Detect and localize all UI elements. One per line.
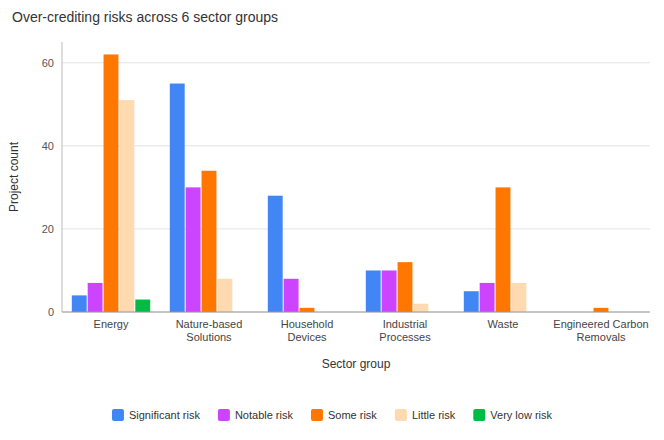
- bar: [135, 300, 150, 312]
- x-tick-label-line: Engineered Carbon: [553, 318, 648, 330]
- bar: [382, 270, 397, 312]
- bar: [366, 270, 381, 312]
- bar: [72, 295, 87, 312]
- grid: [62, 63, 650, 312]
- grid-line: [62, 312, 650, 313]
- legend-swatch: [218, 409, 230, 421]
- legend: Significant risk Notable risk Some risk Lit…: [112, 409, 553, 421]
- legend-item: Little risk: [395, 409, 456, 421]
- x-tick-label-line: Waste: [488, 318, 519, 330]
- legend-swatch: [311, 409, 323, 421]
- x-tick-label: Nature-basedSolutions: [176, 318, 243, 343]
- y-tick-label: 60: [42, 57, 54, 69]
- x-tick-label: Waste: [488, 318, 519, 330]
- y-axis-label: Project count: [7, 141, 21, 212]
- y-tick-label: 20: [42, 223, 54, 235]
- bar: [496, 187, 511, 312]
- chart-title: Over-crediting risks across 6 sector gro…: [12, 9, 278, 25]
- grid-line: [62, 62, 650, 63]
- bar: [268, 196, 283, 312]
- bar: [202, 171, 217, 312]
- y-tick-label: 0: [48, 306, 54, 318]
- legend-swatch: [395, 409, 407, 421]
- legend-label: Little risk: [412, 409, 456, 421]
- x-tick-label-line: Removals: [577, 331, 626, 343]
- legend-label: Very low risk: [490, 409, 552, 421]
- legend-label: Some risk: [328, 409, 377, 421]
- x-tick-label-line: Nature-based: [176, 318, 243, 330]
- legend-item: Some risk: [311, 409, 377, 421]
- bar: [186, 187, 201, 312]
- bar: [594, 308, 609, 312]
- bar: [480, 283, 495, 312]
- x-tick-label-line: Solutions: [186, 331, 232, 343]
- legend-label: Significant risk: [129, 409, 200, 421]
- bar: [170, 84, 185, 312]
- grid-line: [62, 145, 650, 146]
- legend-label: Notable risk: [235, 409, 294, 421]
- x-tick-label-line: Energy: [94, 318, 129, 330]
- grid-line: [62, 228, 650, 229]
- chart-svg: Over-crediting risks across 6 sector gro…: [0, 0, 664, 440]
- y-axis-line: [62, 42, 63, 312]
- bar: [413, 304, 428, 312]
- x-tick-label: IndustrialProcesses: [379, 318, 431, 343]
- x-tick-label-line: Industrial: [383, 318, 428, 330]
- y-tick-label: 40: [42, 140, 54, 152]
- legend-item: Significant risk: [112, 409, 200, 421]
- bar: [284, 279, 299, 312]
- legend-swatch: [473, 409, 485, 421]
- bar: [511, 283, 526, 312]
- legend-swatch: [112, 409, 124, 421]
- bar: [104, 54, 119, 312]
- bars: [72, 54, 609, 312]
- bar: [119, 100, 134, 312]
- bar: [464, 291, 479, 312]
- legend-item: Very low risk: [473, 409, 552, 421]
- x-tick-label-line: Devices: [287, 331, 327, 343]
- chart-container: Over-crediting risks across 6 sector gro…: [0, 0, 664, 440]
- x-axis-line: [62, 312, 650, 313]
- x-tick-label-line: Household: [281, 318, 334, 330]
- x-tick-label-line: Processes: [379, 331, 431, 343]
- bar: [398, 262, 413, 312]
- bar: [217, 279, 232, 312]
- x-tick-label: HouseholdDevices: [281, 318, 334, 343]
- x-axis-label: Sector group: [322, 357, 391, 371]
- x-tick-label: Energy: [94, 318, 129, 330]
- bar: [88, 283, 103, 312]
- bar: [300, 308, 315, 312]
- legend-item: Notable risk: [218, 409, 294, 421]
- x-tick-label: Engineered CarbonRemovals: [553, 318, 648, 343]
